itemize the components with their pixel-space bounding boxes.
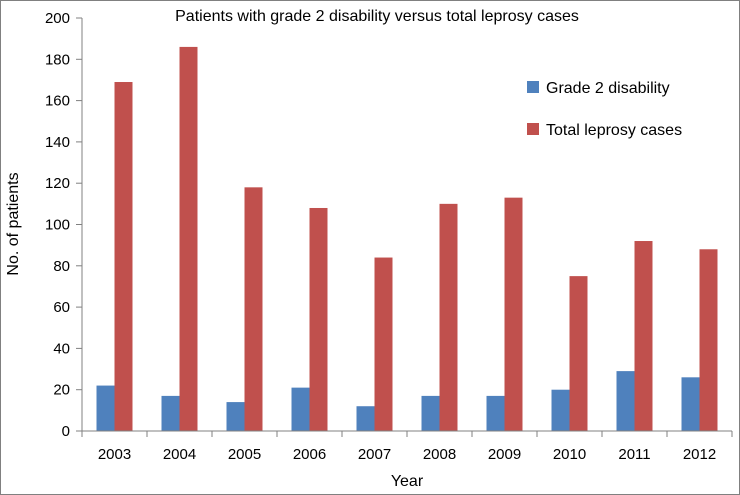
- x-tick-label: 2004: [163, 446, 196, 463]
- bar-grade2-disability: 2010: 20: [551, 389, 570, 431]
- x-tick-label: 2009: [488, 446, 521, 463]
- bar-grade2-disability: 2009: 17: [486, 395, 505, 431]
- bar-total-leprosy-cases: 2006: 108: [309, 207, 328, 431]
- bar-grade2-disability: 2005: 14: [226, 402, 245, 431]
- bar-grade2-disability: 2008: 17: [421, 395, 440, 431]
- y-tick-label: 200: [45, 10, 70, 27]
- legend-label: Grade 2 disability: [546, 80, 670, 97]
- y-tick-label: 160: [45, 93, 70, 110]
- y-tick-label: 60: [53, 299, 70, 316]
- x-tick-label: 2007: [358, 446, 391, 463]
- bar-grade2-disability: 2003: 22: [96, 385, 115, 431]
- bar-total-leprosy-cases: 2005: 118: [244, 187, 263, 431]
- x-tick-label: 2006: [293, 446, 326, 463]
- bar-total-leprosy-cases: 2010: 75: [569, 276, 588, 431]
- bar-total-leprosy-cases: 2009: 113: [504, 197, 523, 431]
- bars: 2003: 222003: 169 2004: 172004: 186 2005: …: [96, 46, 718, 431]
- y-tick-label: 40: [53, 340, 70, 357]
- legend-swatch: [527, 81, 539, 93]
- x-tick-label: 2011: [618, 446, 650, 463]
- y-axis-ticks: 0 20 40 60 80 100 120 140 160 180 200: [45, 10, 82, 440]
- legend-swatch: [527, 123, 539, 135]
- y-tick-label: 20: [53, 382, 70, 399]
- bar-grade2-disability: 2007: 12: [356, 406, 375, 431]
- bar-grade2-disability: 2011: 29: [616, 371, 635, 431]
- bar-total-leprosy-cases: 2008: 110: [439, 203, 458, 431]
- x-tick-label: 2010: [553, 446, 586, 463]
- x-axis-ticks: 2003 2004 2005 2006 2007 2008 2009 2010 2011 2012: [81, 431, 733, 463]
- x-tick-label: 2012: [683, 446, 716, 463]
- bar-total-leprosy-cases: 2007: 84: [374, 257, 393, 431]
- bar-total-leprosy-cases: 2004: 186: [179, 46, 198, 431]
- bar-total-leprosy-cases: 2011: 92: [634, 241, 653, 431]
- y-tick-label: 100: [45, 217, 70, 234]
- legend: Grade 2 disability Total leprosy cases: [527, 80, 682, 139]
- bar-grade2-disability: 2012: 26: [681, 377, 700, 431]
- chart-title: Patients with grade 2 disability versus …: [175, 8, 579, 25]
- x-tick-label: 2005: [228, 446, 261, 463]
- x-axis-label: Year: [391, 473, 424, 490]
- y-axis-label: No. of patients: [5, 172, 22, 275]
- x-tick-label: 2008: [423, 446, 456, 463]
- y-tick-label: 120: [45, 175, 70, 192]
- bar-grade2-disability: 2006: 21: [291, 387, 310, 431]
- y-tick-label: 80: [53, 258, 70, 275]
- y-tick-label: 180: [45, 51, 70, 68]
- legend-label: Total leprosy cases: [546, 122, 682, 139]
- y-tick-label: 0: [62, 423, 70, 440]
- y-tick-label: 140: [45, 134, 70, 151]
- bar-total-leprosy-cases: 2012: 88: [699, 249, 718, 431]
- x-tick-label: 2003: [98, 446, 131, 463]
- bar-grade2-disability: 2004: 17: [161, 395, 180, 431]
- bar-total-leprosy-cases: 2003: 169: [114, 82, 133, 431]
